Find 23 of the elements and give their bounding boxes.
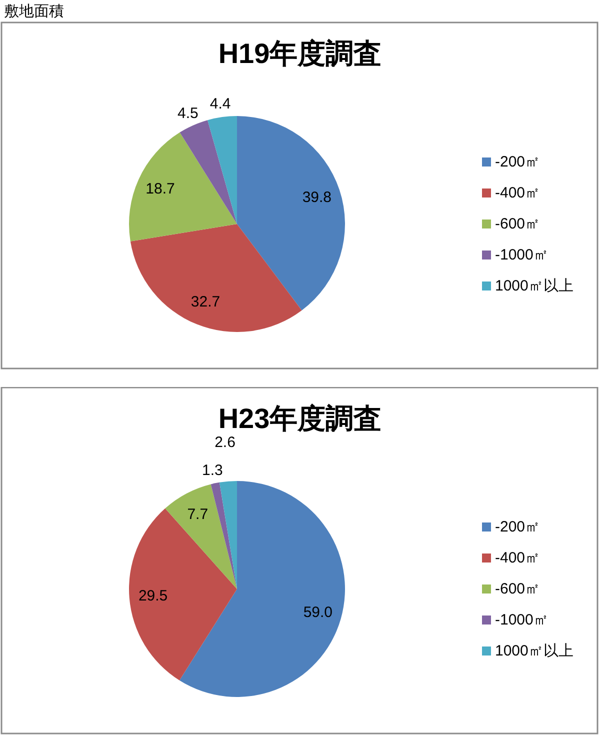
data-label: 7.7 bbox=[187, 506, 208, 524]
legend-label: -200㎡ bbox=[495, 154, 540, 170]
legend-label: -400㎡ bbox=[495, 550, 540, 566]
legend-label: -1000㎡ bbox=[495, 246, 548, 264]
data-label: 59.0 bbox=[303, 604, 333, 621]
data-label: 39.8 bbox=[302, 188, 332, 206]
legend-label: 1000㎡以上 bbox=[495, 642, 574, 660]
legend-label: -600㎡ bbox=[495, 580, 540, 598]
legend-label: -1000㎡ bbox=[495, 612, 548, 628]
data-label: 29.5 bbox=[138, 588, 168, 604]
data-label: 18.7 bbox=[146, 180, 175, 198]
legend-label: -600㎡ bbox=[495, 216, 540, 232]
text: 敷地面積 bbox=[4, 3, 64, 20]
legend-label: 1000㎡以上 bbox=[495, 278, 574, 294]
chart-title: H23年度調査 bbox=[218, 403, 382, 434]
chart-title: H19年度調査 bbox=[218, 38, 382, 69]
legend-label: -400㎡ bbox=[495, 184, 540, 202]
data-label: 2.6 bbox=[214, 434, 236, 451]
data-label: 1.3 bbox=[202, 462, 223, 480]
data-label: 32.7 bbox=[190, 294, 220, 311]
data-label: 4.4 bbox=[210, 96, 231, 113]
data-label: 4.5 bbox=[178, 104, 198, 122]
legend-label: -200㎡ bbox=[495, 518, 540, 536]
